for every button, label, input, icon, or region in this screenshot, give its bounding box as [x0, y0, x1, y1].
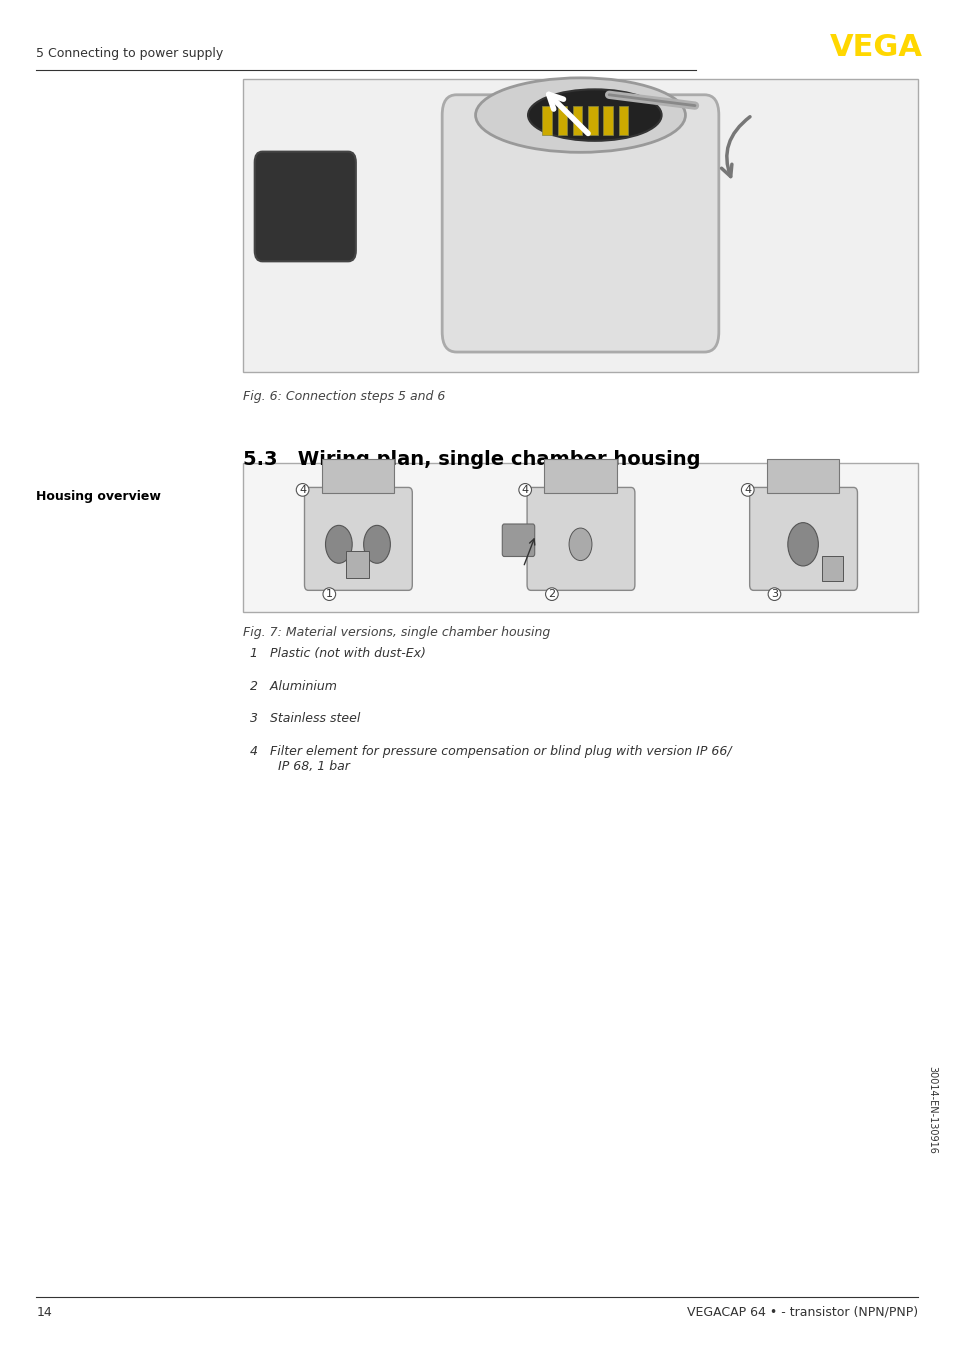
- FancyBboxPatch shape: [557, 106, 566, 135]
- Circle shape: [568, 528, 591, 561]
- Text: 2   Aluminium: 2 Aluminium: [250, 680, 336, 693]
- FancyBboxPatch shape: [243, 79, 917, 372]
- Ellipse shape: [476, 77, 685, 152]
- Text: Fig. 7: Material versions, single chamber housing: Fig. 7: Material versions, single chambe…: [243, 626, 550, 639]
- Ellipse shape: [528, 89, 661, 141]
- FancyBboxPatch shape: [749, 487, 857, 590]
- Text: 5 Connecting to power supply: 5 Connecting to power supply: [36, 46, 223, 60]
- FancyBboxPatch shape: [587, 106, 597, 135]
- FancyBboxPatch shape: [543, 459, 616, 493]
- Text: 4: 4: [743, 485, 751, 494]
- Text: 4   Filter element for pressure compensation or blind plug with version IP 66/
 : 4 Filter element for pressure compensati…: [250, 745, 731, 773]
- Text: 30014-EN-130916: 30014-EN-130916: [926, 1067, 936, 1154]
- FancyBboxPatch shape: [501, 524, 534, 556]
- Text: 1: 1: [326, 589, 333, 598]
- FancyBboxPatch shape: [618, 106, 627, 135]
- FancyBboxPatch shape: [572, 106, 581, 135]
- Text: VEGA: VEGA: [829, 32, 922, 62]
- Text: Fig. 6: Connection steps 5 and 6: Fig. 6: Connection steps 5 and 6: [243, 390, 445, 403]
- Text: 3   Stainless steel: 3 Stainless steel: [250, 712, 360, 726]
- Text: 1   Plastic (not with dust-Ex): 1 Plastic (not with dust-Ex): [250, 647, 425, 661]
- Text: 4: 4: [298, 485, 306, 494]
- Text: Housing overview: Housing overview: [36, 490, 161, 504]
- FancyBboxPatch shape: [243, 463, 917, 612]
- Circle shape: [363, 525, 390, 563]
- FancyBboxPatch shape: [346, 551, 369, 578]
- Text: 2: 2: [548, 589, 555, 598]
- FancyBboxPatch shape: [304, 487, 412, 590]
- Text: 14: 14: [36, 1305, 52, 1319]
- Text: 4: 4: [521, 485, 528, 494]
- Text: VEGACAP 64 • - transistor (NPN/PNP): VEGACAP 64 • - transistor (NPN/PNP): [686, 1305, 917, 1319]
- Text: 5.3   Wiring plan, single chamber housing: 5.3 Wiring plan, single chamber housing: [243, 450, 700, 468]
- FancyBboxPatch shape: [526, 487, 635, 590]
- Text: 3: 3: [770, 589, 777, 598]
- FancyBboxPatch shape: [442, 95, 719, 352]
- FancyBboxPatch shape: [766, 459, 839, 493]
- FancyBboxPatch shape: [602, 106, 613, 135]
- Circle shape: [787, 523, 818, 566]
- FancyBboxPatch shape: [254, 152, 355, 261]
- FancyBboxPatch shape: [821, 556, 842, 581]
- Circle shape: [325, 525, 352, 563]
- FancyBboxPatch shape: [321, 459, 394, 493]
- FancyBboxPatch shape: [541, 106, 551, 135]
